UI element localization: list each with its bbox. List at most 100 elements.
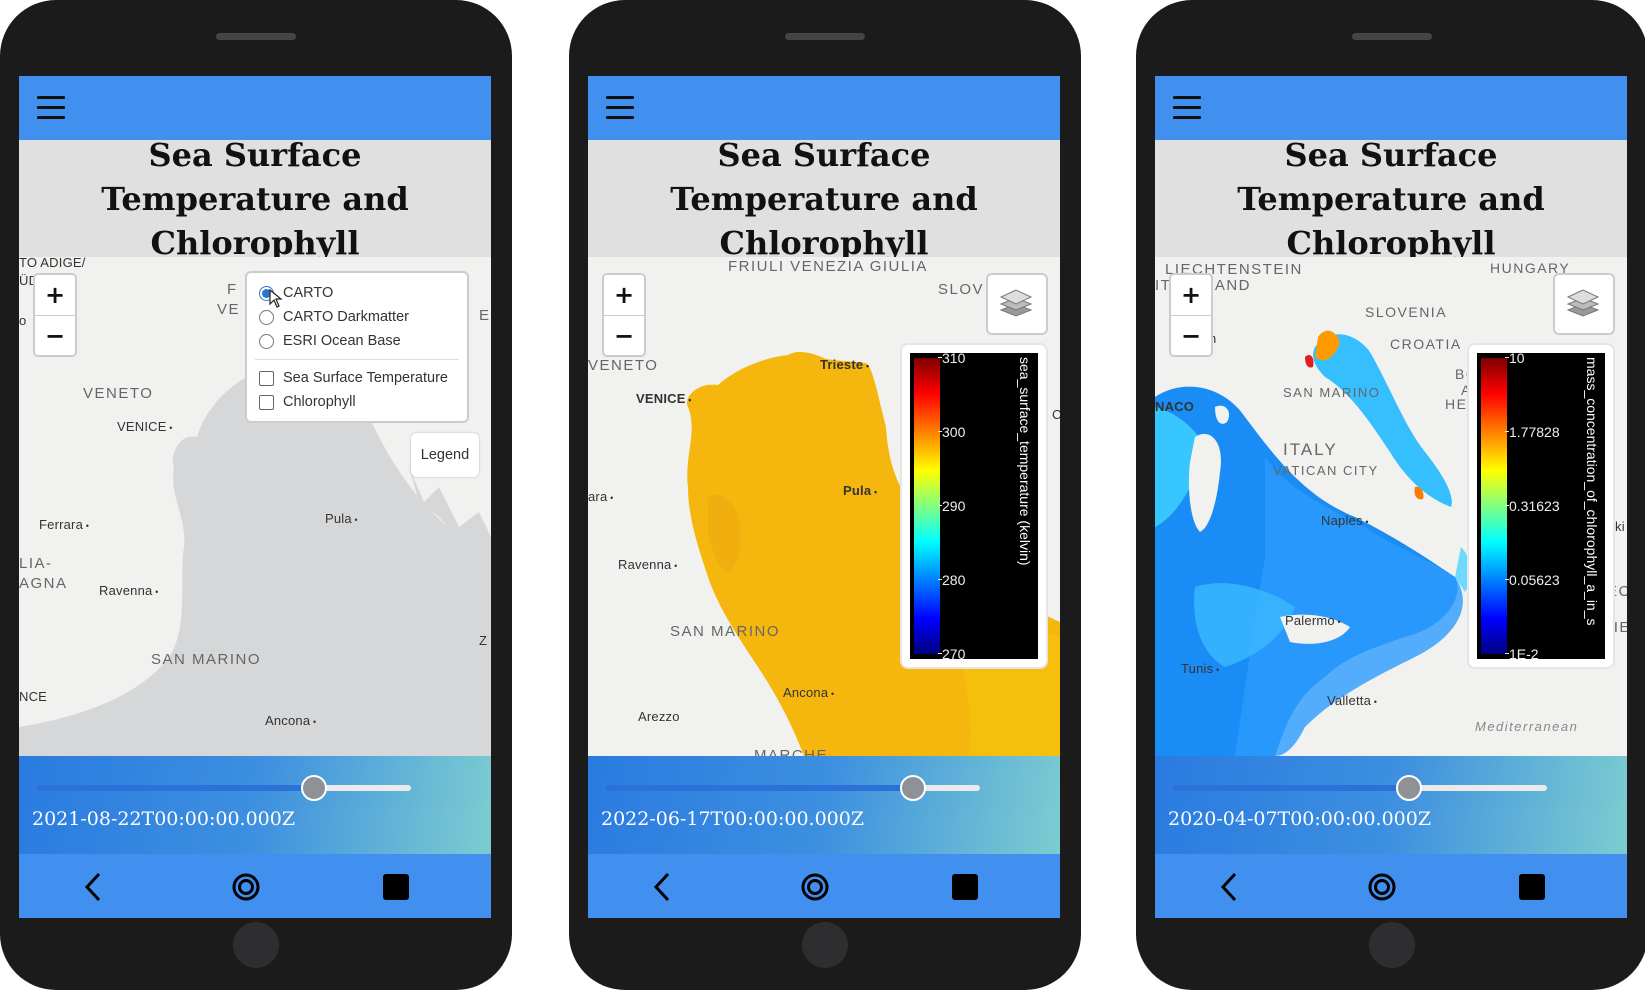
app-bar bbox=[1155, 76, 1627, 140]
home-circle-icon[interactable] bbox=[1365, 870, 1399, 904]
time-slider-thumb[interactable] bbox=[301, 775, 328, 801]
layers-control-toggle[interactable] bbox=[1553, 273, 1615, 335]
zoom-control: + − bbox=[602, 273, 646, 357]
map-label: Pula bbox=[843, 483, 877, 498]
colorbar-panel: 310 300 290 280 270 sea_surface_temperat… bbox=[910, 350, 1038, 662]
zoom-in-button[interactable]: + bbox=[35, 275, 75, 316]
zoom-control: + − bbox=[1169, 273, 1213, 357]
time-dimension-control: 2021-08-22T00:00:00.000Z bbox=[19, 756, 491, 854]
legend-button[interactable]: Legend bbox=[411, 433, 479, 477]
hamburger-menu-icon[interactable] bbox=[37, 96, 65, 119]
base-layer-option-carto-darkmatter[interactable]: CARTO Darkmatter bbox=[247, 305, 467, 329]
sea-area bbox=[19, 362, 491, 756]
map-view[interactable]: FRIULI VENEZIA GIULIA SLOV VENETO VENICE… bbox=[588, 257, 1060, 756]
map-label: F bbox=[227, 281, 238, 298]
overlay-option-chlorophyll[interactable]: Chlorophyll bbox=[247, 390, 467, 414]
current-time: 2022-06-17T00:00:00.000Z bbox=[601, 808, 865, 830]
map-label: Tunis bbox=[1181, 661, 1219, 676]
map-label: SAN MARINO bbox=[1283, 385, 1381, 400]
zoom-in-button[interactable]: + bbox=[604, 275, 644, 316]
home-circle-icon[interactable] bbox=[229, 870, 263, 904]
base-layer-option-esri-ocean[interactable]: ESRI Ocean Base bbox=[247, 329, 467, 353]
layer-label: Chlorophyll bbox=[283, 394, 356, 410]
android-nav-bar bbox=[588, 854, 1060, 918]
time-slider-fill bbox=[35, 785, 314, 791]
map-label: Ancona bbox=[265, 713, 316, 728]
colorbar-tick: 1.77828 bbox=[1505, 424, 1560, 440]
map-label: VENICE bbox=[636, 391, 692, 406]
zoom-out-button[interactable]: − bbox=[1180, 322, 1202, 350]
app-bar bbox=[19, 76, 491, 140]
back-triangle-icon[interactable] bbox=[77, 870, 111, 904]
phone-home-button[interactable] bbox=[802, 922, 848, 968]
colorbar-tick: 280 bbox=[937, 572, 966, 588]
colorbar-gradient bbox=[914, 358, 940, 654]
layers-icon bbox=[999, 289, 1033, 317]
map-label: TO ADIGE/ bbox=[19, 257, 86, 270]
mouse-pointer-icon bbox=[269, 289, 283, 308]
recent-square-icon[interactable] bbox=[1515, 870, 1549, 904]
colorbar-tick: 290 bbox=[937, 498, 966, 514]
page-title: Sea Surface Temperature and Chlorophyll bbox=[670, 135, 978, 262]
layers-icon bbox=[1566, 289, 1600, 317]
recent-square-icon[interactable] bbox=[379, 870, 413, 904]
phone-home-button[interactable] bbox=[233, 922, 279, 968]
map-label: Trieste bbox=[820, 357, 869, 372]
colorbar-tick: 310 bbox=[937, 350, 966, 366]
phone-frame-1: Sea Surface Temperature and Chlorophyll … bbox=[0, 0, 512, 990]
radio-icon[interactable] bbox=[259, 333, 274, 349]
map-label: Ravenna bbox=[99, 583, 159, 598]
map-label: Naples bbox=[1321, 513, 1369, 528]
hamburger-menu-icon[interactable] bbox=[606, 96, 634, 119]
map-label: SAN MARINO bbox=[151, 651, 262, 668]
time-slider[interactable] bbox=[35, 775, 411, 801]
chlorophyll-legend: 10 1.77828 0.31623 0.05623 1E-2 mass_con… bbox=[1467, 343, 1615, 669]
layer-label: Sea Surface Temperature bbox=[283, 370, 448, 386]
zoom-control: + − bbox=[33, 273, 77, 357]
back-triangle-icon[interactable] bbox=[1213, 870, 1247, 904]
map-view[interactable]: LIECHTENSTEIN IT LAND HUNGARY SLOVENIA C… bbox=[1155, 257, 1627, 756]
map-label: AGNA bbox=[19, 575, 68, 592]
time-slider-thumb[interactable] bbox=[900, 775, 927, 801]
app-screen-3: Sea Surface Temperature and Chlorophyll … bbox=[1155, 76, 1627, 918]
back-triangle-icon[interactable] bbox=[646, 870, 680, 904]
checkbox-icon[interactable] bbox=[259, 370, 274, 386]
map-label: Arezzo bbox=[638, 709, 680, 724]
app-screen-1: Sea Surface Temperature and Chlorophyll … bbox=[19, 76, 491, 918]
layer-label: ESRI Ocean Base bbox=[283, 333, 401, 349]
time-slider[interactable] bbox=[604, 775, 980, 801]
page-title: Sea Surface Temperature and Chlorophyll bbox=[101, 135, 409, 262]
map-label: VATICAN CITY bbox=[1273, 463, 1379, 478]
radio-icon[interactable] bbox=[259, 309, 274, 325]
map-label: Mediterranean bbox=[1475, 719, 1579, 734]
app-bar bbox=[588, 76, 1060, 140]
hamburger-menu-icon[interactable] bbox=[1173, 96, 1201, 119]
zoom-out-button[interactable]: − bbox=[613, 322, 635, 350]
time-slider[interactable] bbox=[1171, 775, 1547, 801]
current-time: 2020-04-07T00:00:00.000Z bbox=[1168, 808, 1432, 830]
phone-frame-3: Sea Surface Temperature and Chlorophyll … bbox=[1136, 0, 1645, 990]
current-time: 2021-08-22T00:00:00.000Z bbox=[32, 808, 296, 830]
zoom-out-button[interactable]: − bbox=[44, 322, 66, 350]
time-slider-fill bbox=[1171, 785, 1408, 791]
layers-control-toggle[interactable] bbox=[986, 273, 1048, 335]
map-label: SLOVENIA bbox=[1365, 304, 1448, 320]
map-label: Ravenna bbox=[618, 557, 678, 572]
map-label: SLOV bbox=[938, 281, 985, 298]
recent-square-icon[interactable] bbox=[948, 870, 982, 904]
home-circle-icon[interactable] bbox=[798, 870, 832, 904]
map-label: ara bbox=[588, 489, 613, 504]
map-label: ITALY bbox=[1283, 440, 1338, 459]
overlay-option-sst[interactable]: Sea Surface Temperature bbox=[247, 366, 467, 390]
time-slider-thumb[interactable] bbox=[1395, 775, 1422, 801]
phone-home-button[interactable] bbox=[1369, 922, 1415, 968]
zoom-in-button[interactable]: + bbox=[1171, 275, 1211, 316]
map-view[interactable]: TO ADIGE/ ÜDTIROL VENETO VENICE Ferrara … bbox=[19, 257, 491, 756]
map-label: VENICE bbox=[117, 419, 173, 434]
checkbox-icon[interactable] bbox=[259, 394, 274, 410]
android-nav-bar bbox=[1155, 854, 1627, 918]
colorbar-label: mass_concentration_of_chlorophyll_a_in_s bbox=[1584, 357, 1600, 626]
colorbar-tick: 270 bbox=[937, 646, 966, 662]
time-dimension-control: 2022-06-17T00:00:00.000Z bbox=[588, 756, 1060, 854]
chlorophyll-overlay bbox=[1155, 330, 1471, 756]
